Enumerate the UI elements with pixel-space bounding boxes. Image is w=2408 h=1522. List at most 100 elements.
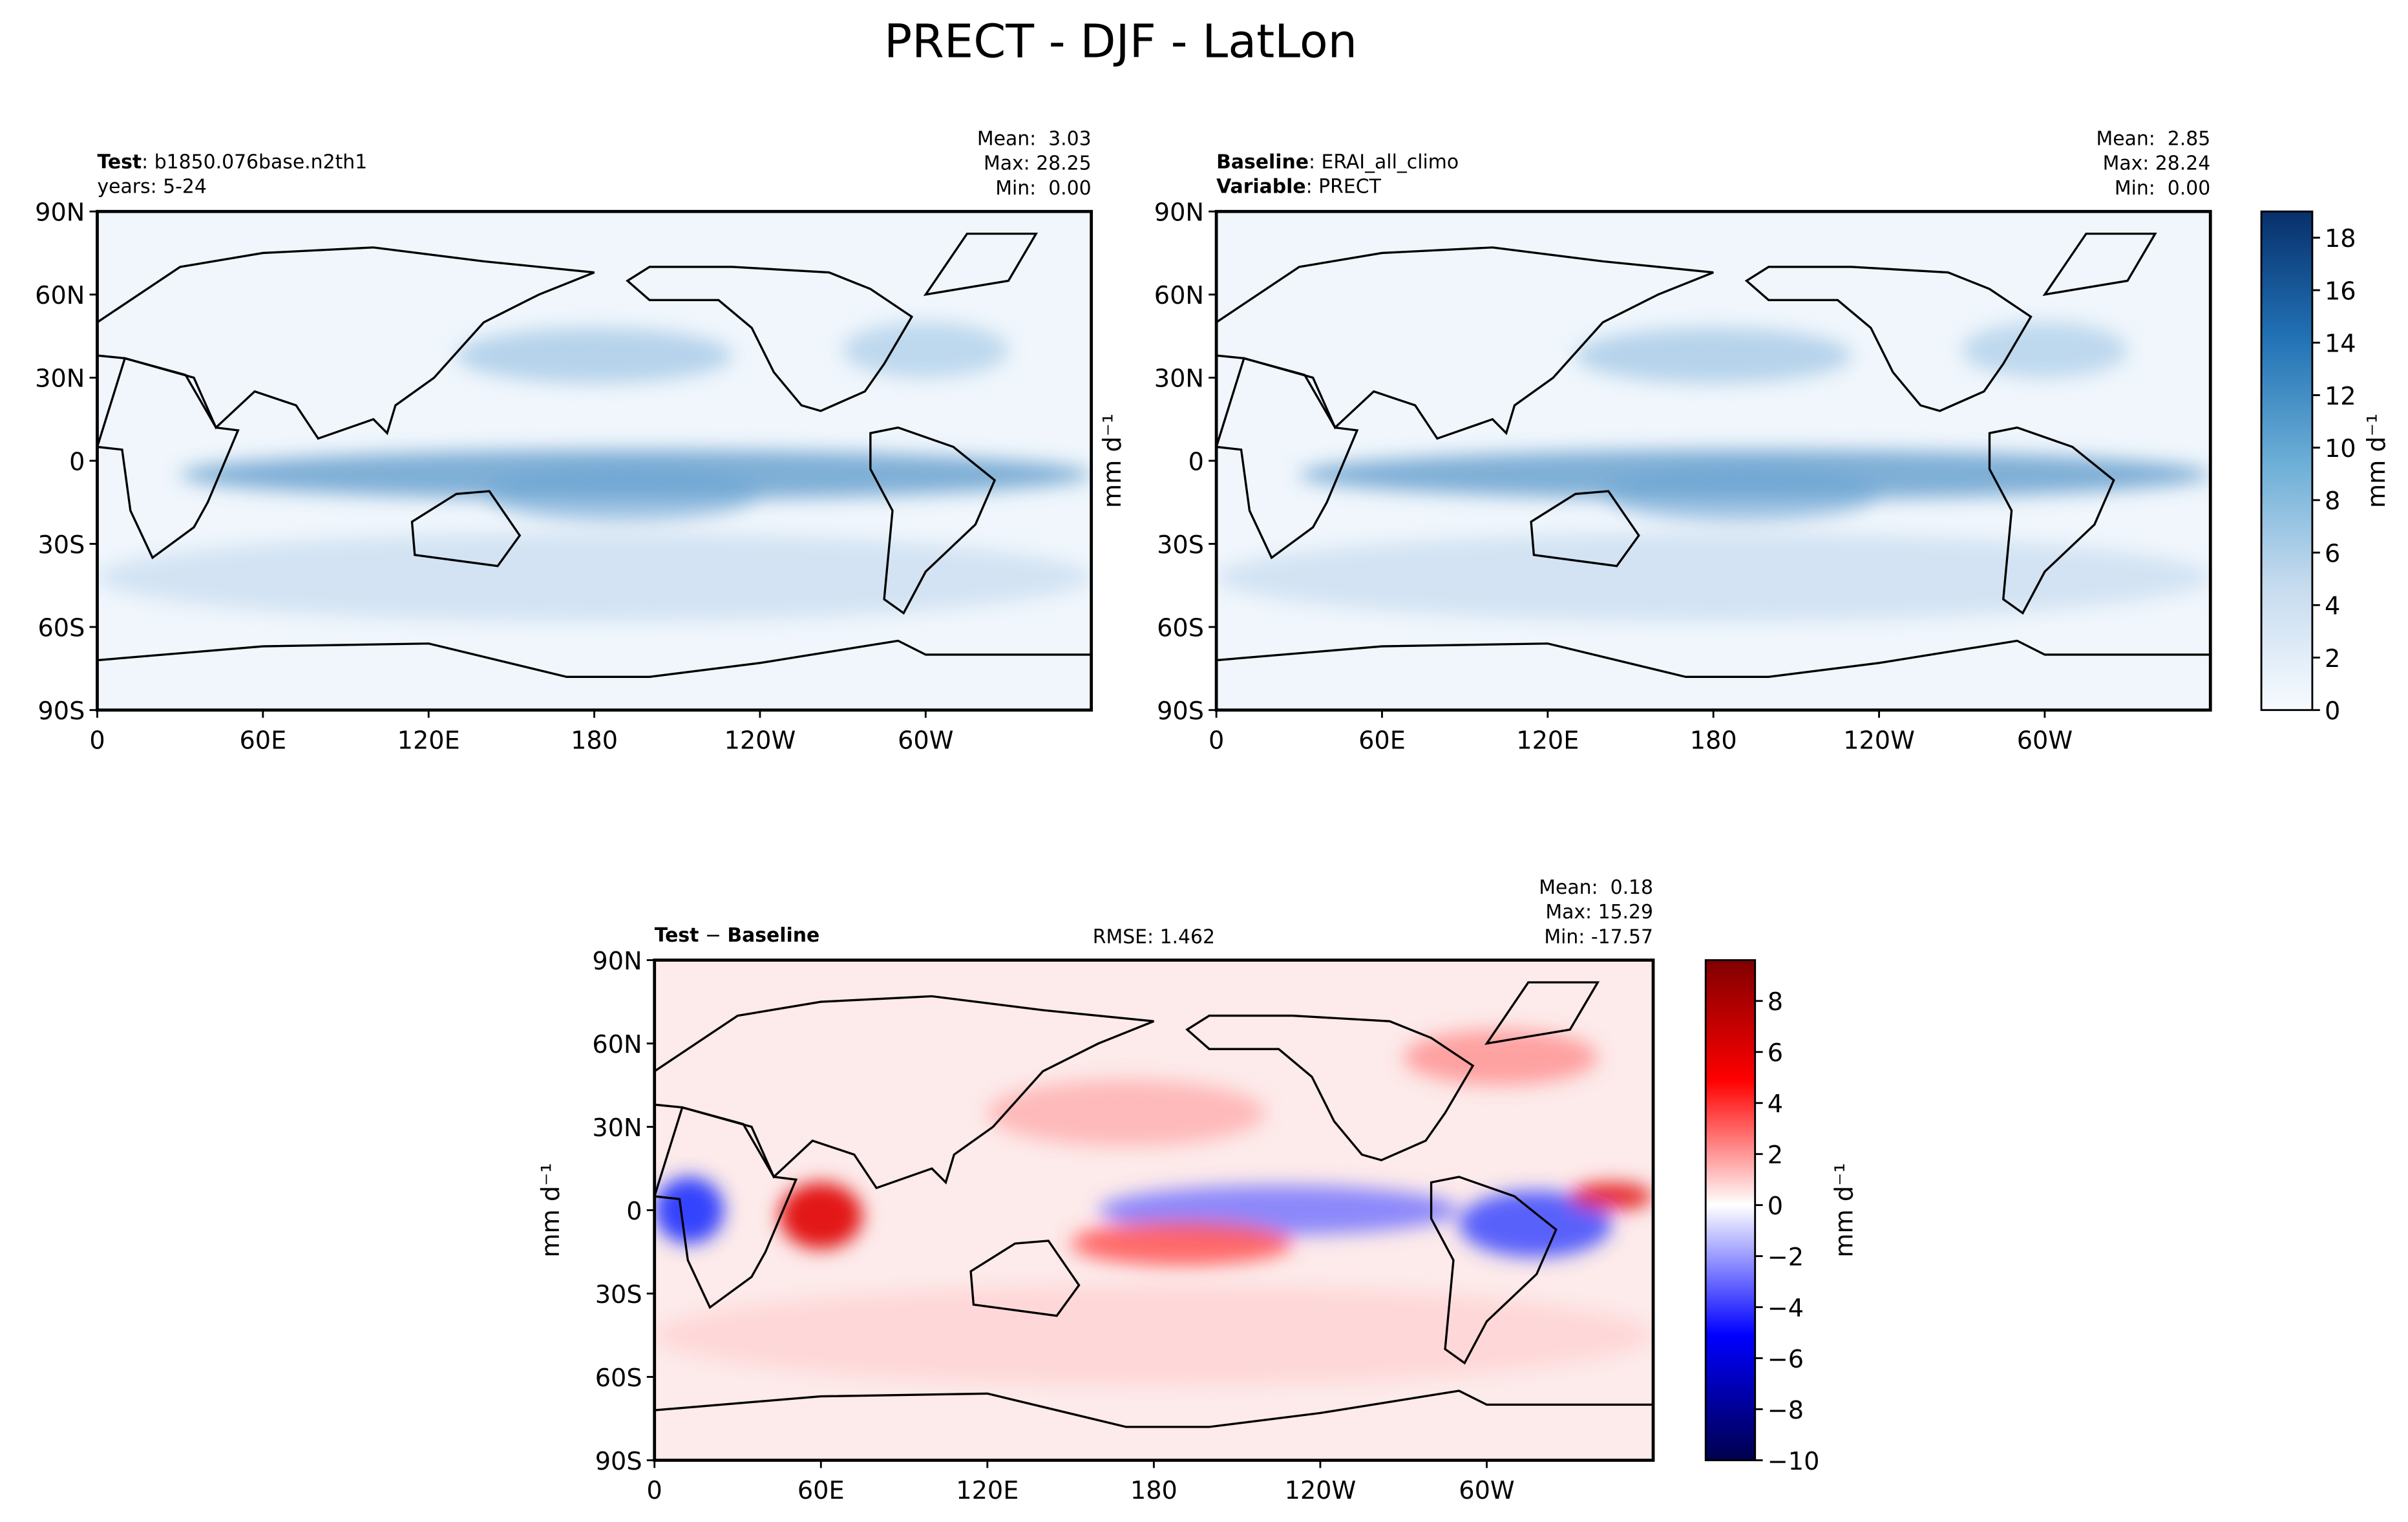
colorbar-tick-label: 16 [2325,277,2356,306]
map-panel: 0 60E 120E 180 120W 60W90S60S30S030N60N90NBas… [1099,128,2391,756]
y-axis-label: mm d⁻¹ [1099,414,1127,508]
y-tick-label: 60S [38,614,85,642]
panel-label-run: Baseline [1216,151,1309,173]
x-tick-label: 180 [1690,726,1737,755]
y-tick-label: 90S [595,1448,642,1476]
field-contours [1216,322,2211,622]
colorbar-tick-label: 0 [2325,697,2340,726]
y-tick-label: 60N [592,1031,642,1059]
coastline [1484,981,1600,1045]
x-tick-label: 0 [1209,726,1224,755]
y-tick-label: 30N [35,365,85,394]
colorbar-tick-label: 6 [2325,540,2340,568]
x-tick-label: 0 [89,726,105,755]
colorbar-tick-label: −8 [1768,1397,1804,1425]
y-tick-label: 60N [35,282,85,310]
field-contour [654,1176,724,1244]
field-contours [97,322,1092,622]
coastline [410,490,522,567]
coastline [1216,246,1714,440]
panel-label-run: : ERAI_all_climo [1309,151,1459,173]
field-contour [1575,328,1852,383]
map-panel: 0 60E 120E 180 120W 60W 90S 60S 30S 0 30N 60N 90N Tes… [35,128,1093,755]
coastline [654,1390,1654,1461]
panel-label: Variable: PRECT [1216,176,1381,198]
x-tick-label: 180 [571,726,618,755]
x-tick-label: 120E [956,1477,1019,1505]
y-tick-label: 90N [592,947,642,976]
field [97,211,1092,710]
colorbar-tick-label: 10 [2325,435,2356,463]
y-tick-label: 30N [592,1114,642,1143]
x-tick-label: 180 [1130,1477,1178,1505]
colorbar [1704,959,1757,1461]
coastline [2042,232,2157,297]
y-tick-label: 60N [1154,282,1204,310]
coastline [1430,1176,1558,1365]
colorbar-tick-label: −6 [1768,1346,1804,1374]
field-contour [1459,1190,1612,1258]
coastline [1530,490,1640,567]
coastline [1744,266,2033,412]
coastline [969,1240,1081,1317]
y-tick-label: 60S [1157,614,1204,642]
field-contour [483,466,760,522]
y-tick-label: 30N [1154,365,1204,394]
field-contour [654,1285,1653,1386]
x-tick-label: 60W [898,726,953,755]
panel-label: Baseline: ERAI_all_climo [1216,151,1459,173]
panel-label-run: : PRECT [1306,176,1382,198]
y-tick-label: 0 [69,448,85,476]
coastline [626,266,914,412]
y-tick-label: 30S [38,531,85,560]
y-tick-label: 90S [1157,697,1204,726]
colorbar-label: mm d⁻¹ [2363,414,2391,508]
panel-label-run: years: 5-24 [97,176,206,198]
field-contours [654,1030,1654,1386]
colorbar-label: mm d⁻¹ [1830,1163,1859,1257]
panel-center-text: RMSE: 1.462 [1093,925,1215,948]
field-contour [1603,466,1879,522]
colorbar [2260,210,2314,712]
x-tick-label: 60W [1459,1477,1514,1505]
x-tick-label: 120E [397,726,460,755]
field [654,960,1654,1461]
colorbar-tick-label: −4 [1768,1295,1804,1323]
colorbar-tick-label: 12 [2325,383,2356,411]
y-tick-label: 0 [1188,448,1204,476]
coastline [869,426,997,615]
field-contour [97,533,1092,622]
field-contour [1216,533,2211,622]
field [1216,211,2211,710]
coastline [97,357,240,560]
panel-stat: Max: 28.25 [984,153,1092,175]
coastline [654,995,1154,1190]
panel-label: Test − Baseline [655,924,819,947]
colorbar-tick-label: 14 [2325,330,2356,359]
field-contour [1403,1030,1598,1086]
coastline [1988,426,2115,615]
y-tick-label: 30S [595,1281,642,1309]
panel-label-run: Baseline [727,924,819,947]
field-contour [843,322,1009,378]
field-contour [1961,322,2128,378]
field-contour [1070,1221,1293,1266]
panel-label-run: Test [97,151,142,173]
panel-label: years: 5-24 [97,176,206,198]
x-tick-label: 60E [1358,726,1406,755]
panel-stat: Max: 15.29 [1545,901,1653,924]
x-tick-label: 0 [647,1477,662,1505]
colorbar-tick-label: 6 [1768,1039,1783,1068]
colorbar-tick-label: 18 [2325,225,2356,253]
field-contour [779,1182,863,1249]
field-contour [456,328,733,383]
panel-stat: Mean: 3.03 [977,128,1092,151]
y-tick-label: 30S [1157,531,1204,560]
x-tick-label: 120W [724,726,796,755]
panel-label-run: : b1850.076base.n2th1 [142,151,367,173]
coastline [1216,639,2211,710]
x-tick-label: 60W [2017,726,2073,755]
panel-label-run: Variable [1216,176,1306,198]
panel-label-run: Test [655,924,699,947]
